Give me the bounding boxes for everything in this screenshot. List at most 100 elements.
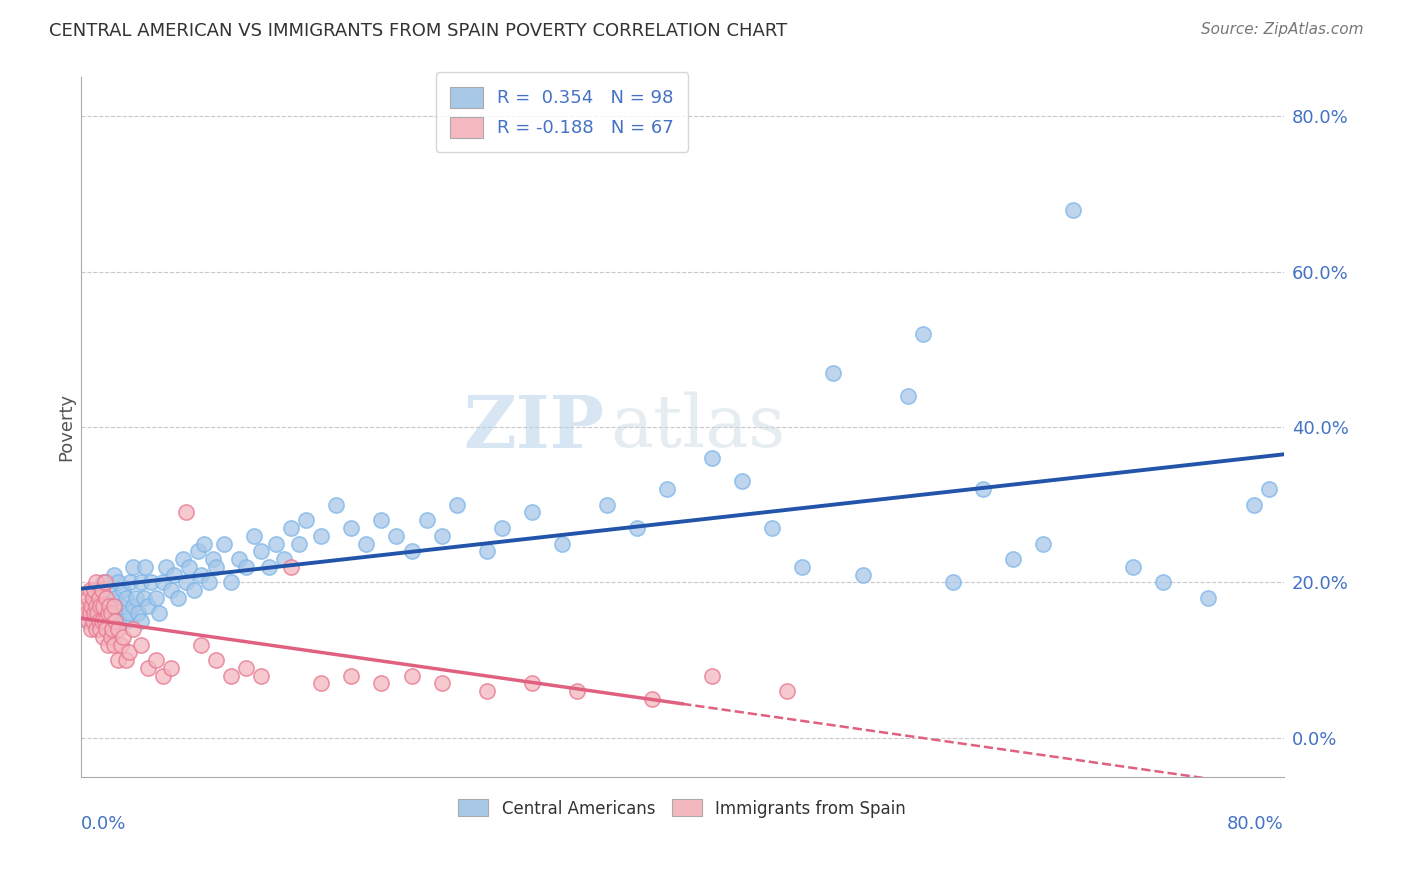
Point bbox=[77, 591, 100, 605]
Point bbox=[821, 366, 844, 380]
Point bbox=[104, 591, 127, 605]
Point bbox=[83, 583, 105, 598]
Point bbox=[100, 583, 122, 598]
Point bbox=[641, 692, 664, 706]
Point bbox=[172, 552, 194, 566]
Point bbox=[87, 614, 110, 628]
Point bbox=[295, 513, 318, 527]
Point bbox=[731, 475, 754, 489]
Point bbox=[129, 638, 152, 652]
Point bbox=[776, 684, 799, 698]
Point bbox=[250, 668, 273, 682]
Point bbox=[129, 575, 152, 590]
Point bbox=[145, 653, 167, 667]
Point bbox=[311, 676, 333, 690]
Point bbox=[96, 599, 118, 613]
Point bbox=[84, 599, 107, 613]
Point bbox=[1001, 552, 1024, 566]
Point bbox=[287, 536, 309, 550]
Point bbox=[89, 607, 111, 621]
Text: Source: ZipAtlas.com: Source: ZipAtlas.com bbox=[1201, 22, 1364, 37]
Point bbox=[79, 607, 101, 621]
Point bbox=[325, 498, 347, 512]
Point bbox=[132, 591, 155, 605]
Point bbox=[1062, 202, 1084, 217]
Point bbox=[551, 536, 574, 550]
Text: 0.0%: 0.0% bbox=[80, 815, 127, 833]
Point bbox=[103, 567, 125, 582]
Point bbox=[430, 676, 453, 690]
Point bbox=[205, 653, 228, 667]
Point bbox=[311, 529, 333, 543]
Text: CENTRAL AMERICAN VS IMMIGRANTS FROM SPAIN POVERTY CORRELATION CHART: CENTRAL AMERICAN VS IMMIGRANTS FROM SPAI… bbox=[49, 22, 787, 40]
Point bbox=[160, 583, 183, 598]
Point bbox=[972, 482, 994, 496]
Point bbox=[111, 583, 134, 598]
Point bbox=[852, 567, 875, 582]
Point bbox=[197, 575, 219, 590]
Point bbox=[82, 607, 104, 621]
Point bbox=[911, 326, 934, 341]
Point bbox=[148, 607, 170, 621]
Text: atlas: atlas bbox=[610, 392, 786, 462]
Point bbox=[107, 622, 129, 636]
Point bbox=[127, 607, 149, 621]
Point bbox=[1152, 575, 1174, 590]
Point bbox=[205, 560, 228, 574]
Point bbox=[122, 560, 145, 574]
Point bbox=[122, 622, 145, 636]
Point bbox=[174, 575, 197, 590]
Point bbox=[89, 599, 111, 613]
Point bbox=[340, 668, 363, 682]
Point bbox=[97, 614, 120, 628]
Point bbox=[80, 622, 103, 636]
Point bbox=[100, 630, 122, 644]
Point bbox=[94, 614, 117, 628]
Point bbox=[702, 668, 724, 682]
Point bbox=[77, 614, 100, 628]
Point bbox=[120, 575, 142, 590]
Point bbox=[250, 544, 273, 558]
Point bbox=[100, 607, 122, 621]
Point bbox=[118, 645, 141, 659]
Point bbox=[141, 575, 163, 590]
Point bbox=[84, 583, 107, 598]
Point bbox=[89, 622, 111, 636]
Point bbox=[79, 583, 101, 598]
Point bbox=[190, 638, 212, 652]
Point bbox=[97, 638, 120, 652]
Point bbox=[91, 591, 114, 605]
Text: ZIP: ZIP bbox=[463, 392, 605, 463]
Point bbox=[80, 599, 103, 613]
Point bbox=[491, 521, 513, 535]
Point bbox=[242, 529, 264, 543]
Point bbox=[115, 591, 138, 605]
Point bbox=[520, 506, 543, 520]
Point bbox=[138, 661, 160, 675]
Point bbox=[91, 630, 114, 644]
Point bbox=[103, 599, 125, 613]
Point bbox=[145, 591, 167, 605]
Point bbox=[152, 575, 174, 590]
Point bbox=[167, 591, 190, 605]
Point bbox=[219, 575, 242, 590]
Point bbox=[385, 529, 408, 543]
Legend: Central Americans, Immigrants from Spain: Central Americans, Immigrants from Spain bbox=[451, 793, 912, 824]
Point bbox=[356, 536, 378, 550]
Point bbox=[82, 591, 104, 605]
Point bbox=[183, 583, 205, 598]
Point bbox=[370, 513, 392, 527]
Point bbox=[115, 614, 138, 628]
Point bbox=[90, 614, 112, 628]
Point bbox=[174, 506, 197, 520]
Point bbox=[110, 638, 132, 652]
Point bbox=[370, 676, 392, 690]
Y-axis label: Poverty: Poverty bbox=[58, 393, 75, 461]
Point bbox=[212, 536, 235, 550]
Point bbox=[111, 630, 134, 644]
Point bbox=[97, 607, 120, 621]
Point bbox=[118, 607, 141, 621]
Point bbox=[75, 599, 97, 613]
Point bbox=[129, 614, 152, 628]
Point bbox=[401, 668, 423, 682]
